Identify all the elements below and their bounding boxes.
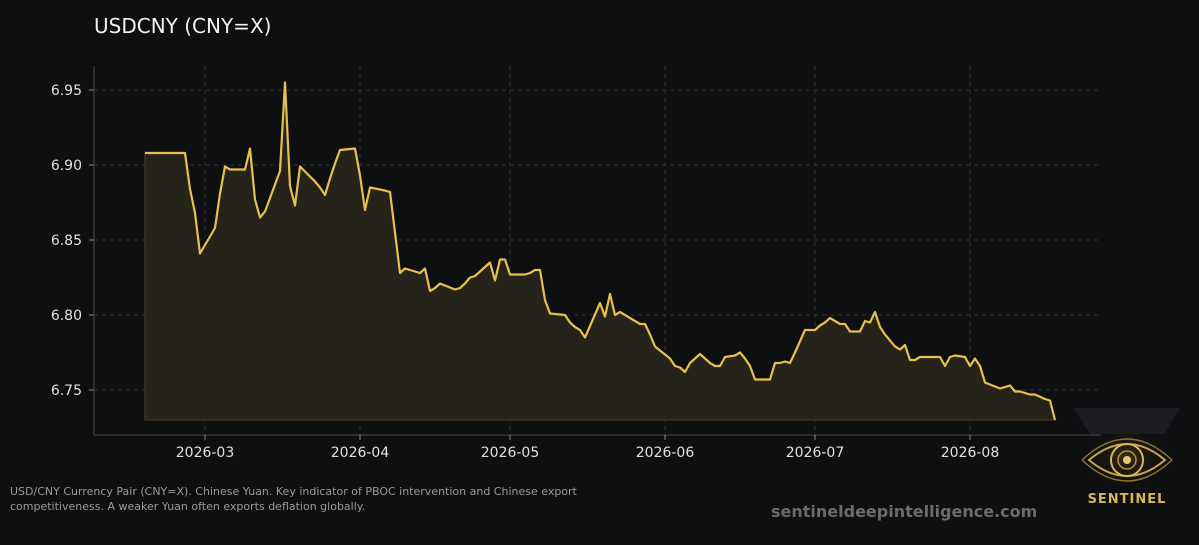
x-tick-label: 2026-06	[636, 445, 695, 461]
x-tick-label: 2026-07	[786, 445, 845, 461]
eye-icon	[1074, 408, 1180, 494]
x-tick-label: 2026-03	[176, 445, 235, 461]
y-tick-label: 6.90	[51, 158, 82, 174]
logo-wordmark: SENTINEL	[1087, 492, 1167, 507]
x-tick-label: 2026-04	[331, 445, 390, 461]
y-tick-label: 6.95	[51, 83, 82, 99]
x-tick-label: 2026-08	[941, 445, 1000, 461]
x-tick-label: 2026-05	[481, 445, 540, 461]
chart-title: USDCNY (CNY=X)	[94, 14, 272, 38]
watermark-url[interactable]: sentineldeepintelligence.com	[771, 502, 1038, 521]
chart-caption: USD/CNY Currency Pair (CNY=X). Chinese Y…	[10, 485, 577, 513]
series-line	[145, 81, 1057, 421]
y-tick-label: 6.80	[51, 308, 82, 324]
y-tick-label: 6.75	[51, 383, 82, 399]
y-tick-label: 6.85	[51, 233, 82, 249]
